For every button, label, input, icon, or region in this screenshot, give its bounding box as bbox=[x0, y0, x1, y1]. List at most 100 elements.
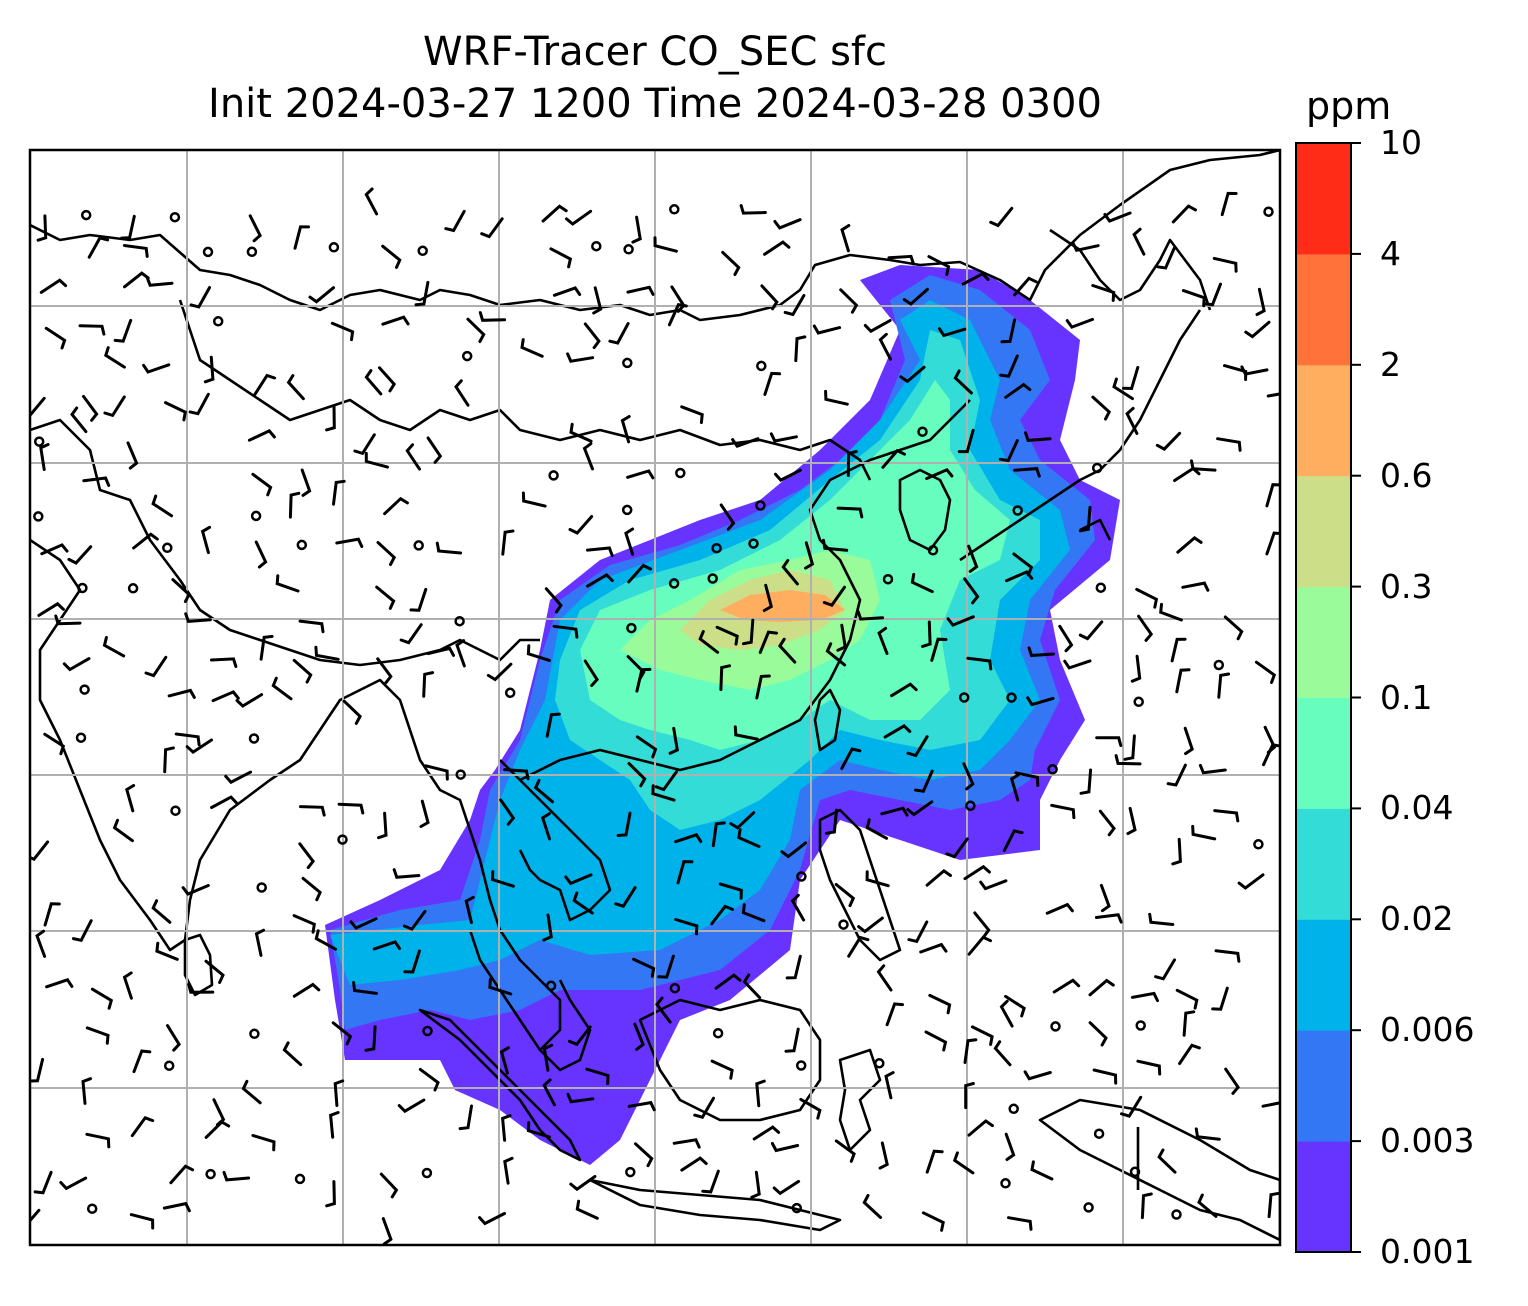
wind-barb bbox=[298, 805, 326, 817]
wind-barb bbox=[1223, 615, 1244, 641]
wind-barb bbox=[337, 802, 365, 815]
calm-wind-circle bbox=[80, 209, 92, 221]
calm-wind-circle bbox=[1006, 692, 1017, 703]
wind-barb bbox=[1137, 614, 1154, 642]
wind-barb bbox=[328, 1111, 340, 1139]
wind-barb bbox=[204, 1120, 231, 1139]
wind-barb bbox=[132, 532, 159, 550]
wind-barb bbox=[375, 585, 396, 610]
wind-barb bbox=[961, 271, 990, 286]
calm-wind-circle bbox=[248, 733, 260, 744]
wind-barb bbox=[30, 1208, 41, 1223]
calm-wind-circle bbox=[548, 470, 559, 481]
wind-barb bbox=[1002, 829, 1024, 853]
wind-barb bbox=[884, 1071, 895, 1100]
wind-barb bbox=[1217, 672, 1231, 699]
sumatra bbox=[418, 1008, 582, 1162]
wind-barb bbox=[1012, 552, 1034, 577]
wind-barb bbox=[1154, 958, 1176, 981]
wind-barb bbox=[701, 1169, 720, 1194]
wind-barb bbox=[419, 799, 430, 828]
wind-barb bbox=[163, 746, 175, 774]
wind-barb bbox=[1030, 1160, 1054, 1181]
wind-barb bbox=[1214, 949, 1241, 963]
wind-barb bbox=[583, 659, 599, 687]
colorbar-tick-label: 0.1 bbox=[1380, 677, 1433, 717]
calm-wind-circle bbox=[294, 1173, 306, 1185]
wind-barb bbox=[189, 286, 211, 309]
wind-barb bbox=[222, 1170, 251, 1182]
wind-barb bbox=[778, 637, 797, 664]
wind-barb bbox=[466, 317, 486, 343]
calm-wind-circle bbox=[296, 539, 308, 551]
wind-barb bbox=[631, 215, 642, 244]
calm-wind-circle bbox=[927, 545, 939, 556]
wind-barb bbox=[162, 1201, 191, 1213]
wind-barb bbox=[54, 614, 82, 626]
wind-barb bbox=[769, 432, 798, 443]
wind-barb bbox=[733, 725, 759, 741]
wind-barb bbox=[755, 674, 771, 700]
wind-barb bbox=[203, 355, 215, 384]
calm-wind-circle bbox=[591, 240, 602, 252]
wind-barb bbox=[585, 1067, 610, 1085]
wind-barb bbox=[184, 612, 212, 623]
calm-wind-circle bbox=[421, 1167, 433, 1179]
wind-barb bbox=[392, 868, 421, 879]
wind-barb bbox=[1004, 382, 1032, 399]
wind-barb bbox=[1130, 991, 1159, 1003]
wind-barb bbox=[693, 1096, 715, 1119]
wind-barb bbox=[1135, 587, 1159, 609]
wind-barb bbox=[166, 1024, 181, 1052]
wind-barb bbox=[1007, 1216, 1033, 1231]
wind-barb bbox=[812, 324, 842, 335]
wind-barb bbox=[1198, 763, 1227, 775]
wind-barb bbox=[1065, 317, 1094, 329]
wind-barb bbox=[799, 1097, 822, 1120]
colorbar-tick-label: 2 bbox=[1380, 344, 1401, 384]
wind-barb bbox=[486, 662, 513, 682]
korea bbox=[898, 468, 952, 552]
wind-barb bbox=[544, 587, 563, 614]
wind-barb bbox=[583, 322, 601, 350]
calm-wind-circle bbox=[33, 436, 45, 447]
wind-barb bbox=[1171, 837, 1182, 866]
wind-barb bbox=[755, 1079, 766, 1108]
wind-barb bbox=[863, 319, 892, 334]
wind-barb bbox=[1175, 668, 1191, 694]
wind-barb bbox=[626, 285, 655, 296]
wind-barb bbox=[112, 818, 134, 843]
wind-barb bbox=[919, 942, 948, 954]
wind-barb bbox=[499, 798, 516, 826]
wind-barb bbox=[672, 1138, 701, 1149]
wind-barb bbox=[81, 1077, 92, 1105]
wind-barb bbox=[405, 443, 421, 471]
wind-barb bbox=[379, 1172, 399, 1199]
wind-barb bbox=[478, 1212, 506, 1226]
wind-barb bbox=[626, 469, 655, 480]
calm-wind-circle bbox=[874, 1058, 885, 1069]
wind-barb bbox=[113, 318, 133, 343]
wind-barb bbox=[251, 1134, 276, 1152]
wind-barb bbox=[887, 254, 915, 266]
wind-barb bbox=[542, 1078, 556, 1107]
wind-barb bbox=[653, 236, 678, 253]
wind-barb bbox=[33, 1170, 53, 1195]
wind-barb bbox=[1013, 467, 1041, 478]
wind-barb bbox=[582, 442, 594, 471]
wind-barb bbox=[921, 620, 932, 648]
java bbox=[588, 1178, 842, 1232]
wind-barb bbox=[490, 870, 515, 888]
wind-barb bbox=[945, 837, 969, 859]
calm-wind-circle bbox=[1171, 1209, 1182, 1220]
wind-barb bbox=[144, 655, 168, 678]
calm-wind-circle bbox=[75, 732, 87, 743]
colorbar-segment bbox=[1296, 697, 1351, 809]
colorbar bbox=[1295, 142, 1361, 1253]
calm-wind-circle bbox=[202, 246, 214, 258]
wind-barb bbox=[760, 284, 779, 311]
wind-barb bbox=[781, 559, 799, 586]
wind-barb bbox=[825, 808, 838, 835]
wind-barb bbox=[102, 636, 126, 658]
calm-wind-circle bbox=[965, 800, 976, 812]
